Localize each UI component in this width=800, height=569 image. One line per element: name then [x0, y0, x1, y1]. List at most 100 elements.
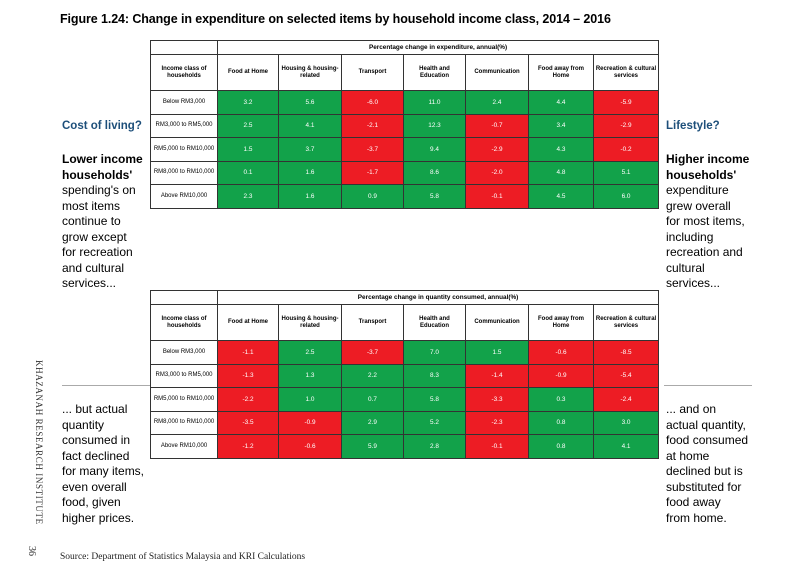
left-bottom-line: food, given — [62, 495, 121, 509]
table-corner — [150, 40, 218, 55]
column-header: Communication — [465, 304, 529, 341]
value-cell: -0.1 — [465, 184, 529, 209]
right-top-line: for most items, — [666, 214, 745, 228]
value-cell: 5.8 — [403, 184, 466, 209]
value-cell: -2.1 — [341, 113, 404, 138]
table-corner — [150, 290, 218, 305]
value-cell: 8.3 — [403, 363, 466, 388]
right-top-line: including — [666, 229, 714, 244]
right-bottom-line: food away — [666, 495, 721, 509]
value-cell: -0.9 — [278, 410, 342, 435]
column-header: Housing & housing-related — [278, 304, 342, 341]
table-row: Above RM10,000 -1.2 -0.6 5.9 2.8 -0.1 0.8 4.1 — [150, 434, 660, 459]
left-top-line: grow except — [62, 229, 127, 244]
value-cell: 4.1 — [592, 434, 660, 459]
value-cell: -3.3 — [465, 387, 529, 412]
value-cell: -0.7 — [465, 113, 529, 138]
expenditure-table: Percentage change in expenditure, annual… — [150, 40, 660, 209]
value-cell: 2.5 — [217, 113, 279, 138]
value-cell: 1.5 — [465, 340, 529, 365]
left-top-line: spending's on — [62, 183, 136, 197]
value-cell: -5.4 — [592, 363, 660, 388]
vertical-publisher-label: KHAZANAH RESEARCH INSTITUTE — [34, 360, 44, 525]
right-top-line: services... — [666, 276, 721, 290]
row-label: RM5,000 to RM10,000 — [150, 387, 218, 412]
value-cell: 2.5 — [278, 340, 342, 365]
value-cell: 3.4 — [528, 113, 594, 138]
figure-title: Figure 1.24: Change in expenditure on se… — [60, 12, 611, 26]
source-note: Source: Department of Statistics Malaysi… — [60, 552, 306, 562]
value-cell: -8.5 — [592, 340, 660, 365]
value-cell: 0.1 — [217, 160, 279, 185]
value-cell: 2.9 — [341, 410, 404, 435]
column-header: Transport — [341, 304, 404, 341]
value-cell: -2.9 — [592, 113, 660, 138]
column-header: Recreation & cultural services — [592, 54, 660, 91]
value-cell: 11.0 — [403, 90, 466, 115]
right-bottom-line: from home. — [666, 510, 727, 525]
value-cell: -3.5 — [217, 410, 279, 435]
value-cell: 2.2 — [341, 363, 404, 388]
row-label: Below RM3,000 — [150, 90, 218, 115]
table-span-header: Percentage change in expenditure, annual… — [216, 40, 660, 55]
column-header: Housing & housing-related — [278, 54, 342, 91]
value-cell: -1.7 — [341, 160, 404, 185]
value-cell: 5.9 — [341, 434, 404, 459]
value-cell: -1.2 — [217, 434, 279, 459]
left-bottom-line: fact declined — [62, 448, 130, 463]
value-cell: 1.5 — [217, 137, 279, 162]
value-cell: 12.3 — [403, 113, 466, 138]
column-header: Food at Home — [217, 54, 279, 91]
value-cell: 3.7 — [278, 137, 342, 162]
row-label: RM3,000 to RM5,000 — [150, 113, 218, 138]
value-cell: 4.1 — [278, 113, 342, 138]
value-cell: 1.6 — [278, 184, 342, 209]
value-cell: 0.9 — [341, 184, 404, 209]
left-bottom-line: ... but actual — [62, 402, 128, 416]
left-bottom-line: higher prices. — [62, 510, 135, 525]
row-header: Income class of households — [150, 54, 218, 91]
value-cell: 1.6 — [278, 160, 342, 185]
value-cell: 0.8 — [528, 410, 594, 435]
left-top-line: services... — [62, 276, 117, 290]
quantity-table: Percentage change in quantity consumed, … — [150, 290, 660, 459]
left-top-line: and cultural — [62, 260, 125, 275]
value-cell: -1.1 — [217, 340, 279, 365]
value-cell: 2.3 — [217, 184, 279, 209]
left-bottom-line: even overall — [62, 479, 127, 494]
right-bottom-line: declined but is — [666, 464, 743, 478]
value-cell: 0.3 — [528, 387, 594, 412]
value-cell: -1.3 — [217, 363, 279, 388]
value-cell: 2.4 — [465, 90, 529, 115]
value-cell: 3.2 — [217, 90, 279, 115]
value-cell: -2.3 — [465, 410, 529, 435]
value-cell: -0.6 — [278, 434, 342, 459]
value-cell: -1.4 — [465, 363, 529, 388]
value-cell: -3.7 — [341, 137, 404, 162]
left-divider — [62, 385, 150, 386]
value-cell: -2.2 — [217, 387, 279, 412]
value-cell: -2.9 — [465, 137, 529, 162]
page-number: 36 — [26, 546, 37, 556]
right-top-bold-2: households' — [666, 167, 737, 182]
column-header: Recreation & cultural services — [592, 304, 660, 341]
value-cell: 5.2 — [403, 410, 466, 435]
right-top-line: expenditure — [666, 183, 729, 197]
value-cell: 4.8 — [528, 160, 594, 185]
row-label: RM5,000 to RM10,000 — [150, 137, 218, 162]
right-top-text: Higher income households' expenditure gr… — [666, 152, 749, 292]
right-top-line: cultural — [666, 260, 705, 275]
value-cell: -0.9 — [528, 363, 594, 388]
value-cell: -0.1 — [465, 434, 529, 459]
left-top-line: most items — [62, 198, 121, 213]
left-top-bold-2: households' — [62, 167, 133, 182]
column-header: Communication — [465, 54, 529, 91]
value-cell: 1.0 — [278, 387, 342, 412]
value-cell: -0.2 — [592, 137, 660, 162]
value-cell: 0.8 — [528, 434, 594, 459]
value-cell: 7.0 — [403, 340, 466, 365]
right-top-line: grew overall — [666, 198, 731, 213]
left-top-text: Lower income households' spending's on m… — [62, 152, 143, 292]
column-header: Health and Education — [403, 304, 466, 341]
right-bottom-text: ... and on actual quantity, food consume… — [666, 402, 748, 526]
